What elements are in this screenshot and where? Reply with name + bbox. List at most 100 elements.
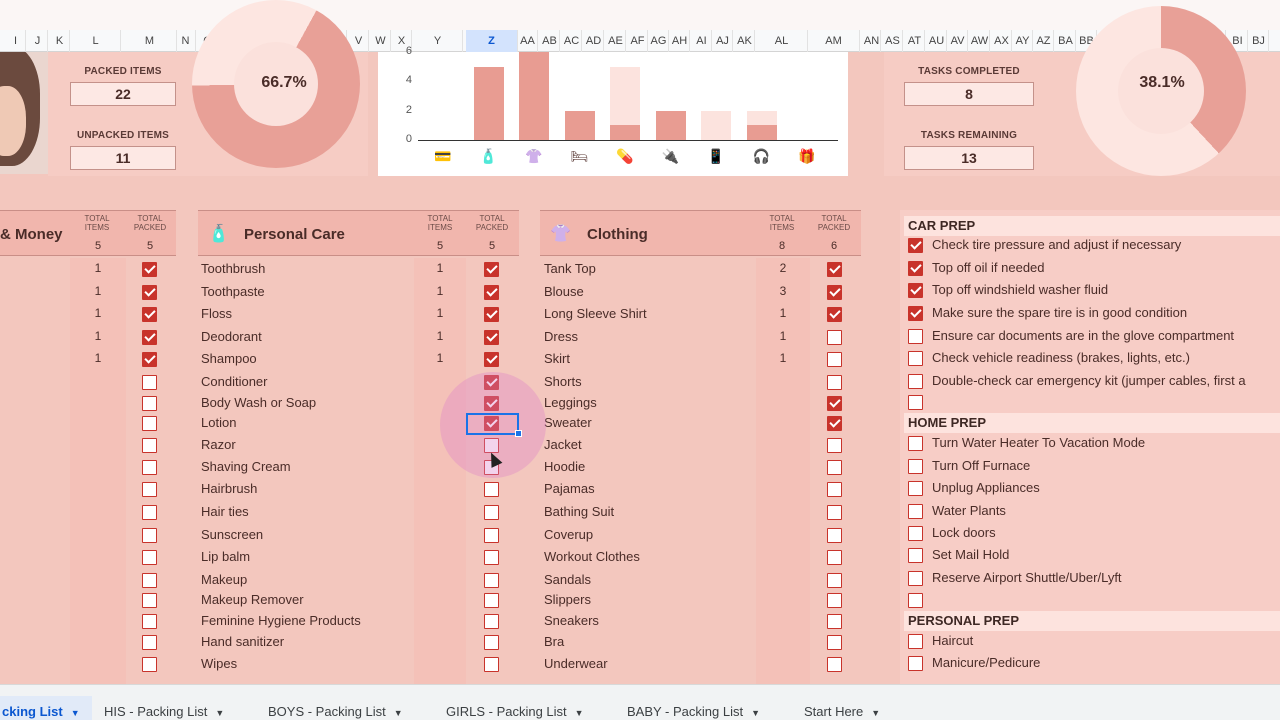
home-task-checkbox[interactable] <box>908 593 923 608</box>
column-header-AG[interactable]: AG <box>649 30 669 52</box>
pc-checkbox[interactable] <box>484 416 499 431</box>
clothing-checkbox[interactable] <box>827 528 842 543</box>
column-header-AZ[interactable]: AZ <box>1034 30 1054 52</box>
column-header-AT[interactable]: AT <box>905 30 925 52</box>
clothing-checkbox[interactable] <box>827 460 842 475</box>
column-header-AL[interactable]: AL <box>756 30 808 52</box>
pc-checkbox[interactable] <box>484 635 499 650</box>
clothing-checkbox[interactable] <box>827 635 842 650</box>
clothing-checkbox[interactable] <box>827 396 842 411</box>
sheet-tab[interactable]: GIRLS - Packing List ▼ <box>446 704 584 719</box>
money-checkbox[interactable] <box>142 657 157 672</box>
column-header-AH[interactable]: AH <box>670 30 690 52</box>
pc-checkbox[interactable] <box>484 528 499 543</box>
money-checkbox[interactable] <box>142 593 157 608</box>
personal-task-checkbox[interactable] <box>908 656 923 671</box>
pc-checkbox[interactable] <box>484 330 499 345</box>
pc-checkbox[interactable] <box>484 375 499 390</box>
money-checkbox[interactable] <box>142 460 157 475</box>
column-header-AN[interactable]: AN <box>863 30 881 52</box>
column-header-AA[interactable]: AA <box>518 30 538 52</box>
column-header-AC[interactable]: AC <box>562 30 582 52</box>
home-task-checkbox[interactable] <box>908 571 923 586</box>
clothing-checkbox[interactable] <box>827 352 842 367</box>
home-task-checkbox[interactable] <box>908 548 923 563</box>
sheet-tab[interactable]: cking List ▼ <box>2 704 80 719</box>
money-checkbox[interactable] <box>142 635 157 650</box>
money-checkbox[interactable] <box>142 505 157 520</box>
column-header-AF[interactable]: AF <box>628 30 648 52</box>
clothing-checkbox[interactable] <box>827 593 842 608</box>
home-task-checkbox[interactable] <box>908 436 923 451</box>
car-task-checkbox[interactable] <box>908 351 923 366</box>
column-header-AU[interactable]: AU <box>927 30 947 52</box>
home-task-checkbox[interactable] <box>908 459 923 474</box>
dropdown-arrow-icon[interactable]: ▼ <box>393 708 403 718</box>
column-header-AM[interactable]: AM <box>808 30 860 52</box>
sheet-tab[interactable]: BOYS - Packing List ▼ <box>268 704 403 719</box>
column-header-Y[interactable]: Y <box>413 30 463 52</box>
column-header-M[interactable]: M <box>123 30 177 52</box>
car-task-checkbox[interactable] <box>908 238 923 253</box>
pc-checkbox[interactable] <box>484 482 499 497</box>
clothing-checkbox[interactable] <box>827 262 842 277</box>
clothing-checkbox[interactable] <box>827 550 842 565</box>
pc-checkbox[interactable] <box>484 573 499 588</box>
clothing-checkbox[interactable] <box>827 657 842 672</box>
column-header-BA[interactable]: BA <box>1056 30 1076 52</box>
clothing-checkbox[interactable] <box>827 614 842 629</box>
column-header-L[interactable]: L <box>71 30 121 52</box>
clothing-checkbox[interactable] <box>827 573 842 588</box>
home-task-checkbox[interactable] <box>908 504 923 519</box>
pc-checkbox[interactable] <box>484 657 499 672</box>
dropdown-arrow-icon[interactable]: ▼ <box>871 708 881 718</box>
clothing-checkbox[interactable] <box>827 416 842 431</box>
dropdown-arrow-icon[interactable]: ▼ <box>574 708 584 718</box>
column-header-AW[interactable]: AW <box>970 30 990 52</box>
dropdown-arrow-icon[interactable]: ▼ <box>215 708 225 718</box>
pc-checkbox[interactable] <box>484 460 499 475</box>
column-header-BJ[interactable]: BJ <box>1249 30 1269 52</box>
car-task-checkbox[interactable] <box>908 261 923 276</box>
column-header-I[interactable]: I <box>6 30 26 52</box>
column-header-AS[interactable]: AS <box>883 30 903 52</box>
column-header-AY[interactable]: AY <box>1013 30 1033 52</box>
money-checkbox[interactable] <box>142 550 157 565</box>
money-checkbox[interactable] <box>142 396 157 411</box>
column-header-X[interactable]: X <box>392 30 412 52</box>
pc-checkbox[interactable] <box>484 438 499 453</box>
pc-checkbox[interactable] <box>484 614 499 629</box>
column-header-J[interactable]: J <box>28 30 48 52</box>
car-task-checkbox[interactable] <box>908 306 923 321</box>
column-header-V[interactable]: V <box>349 30 369 52</box>
pc-checkbox[interactable] <box>484 505 499 520</box>
pc-checkbox[interactable] <box>484 396 499 411</box>
pc-checkbox[interactable] <box>484 307 499 322</box>
clothing-checkbox[interactable] <box>827 505 842 520</box>
money-checkbox[interactable] <box>142 285 157 300</box>
sheet-tab[interactable]: HIS - Packing List ▼ <box>104 704 224 719</box>
clothing-checkbox[interactable] <box>827 307 842 322</box>
car-task-checkbox[interactable] <box>908 374 923 389</box>
column-header-AJ[interactable]: AJ <box>713 30 733 52</box>
money-checkbox[interactable] <box>142 330 157 345</box>
car-task-checkbox[interactable] <box>908 395 923 410</box>
column-header-K[interactable]: K <box>50 30 70 52</box>
money-checkbox[interactable] <box>142 307 157 322</box>
clothing-checkbox[interactable] <box>827 482 842 497</box>
pc-checkbox[interactable] <box>484 262 499 277</box>
money-checkbox[interactable] <box>142 375 157 390</box>
column-header-AI[interactable]: AI <box>692 30 712 52</box>
fill-handle[interactable] <box>515 430 522 437</box>
dropdown-arrow-icon[interactable]: ▼ <box>70 708 80 718</box>
home-task-checkbox[interactable] <box>908 481 923 496</box>
home-task-checkbox[interactable] <box>908 526 923 541</box>
money-checkbox[interactable] <box>142 528 157 543</box>
personal-task-checkbox[interactable] <box>908 634 923 649</box>
selected-cell[interactable] <box>466 413 519 435</box>
pc-checkbox[interactable] <box>484 352 499 367</box>
sheet-tab[interactable]: Start Here ▼ <box>804 704 880 719</box>
sheet-tab[interactable]: BABY - Packing List ▼ <box>627 704 760 719</box>
column-header-AX[interactable]: AX <box>992 30 1012 52</box>
dropdown-arrow-icon[interactable]: ▼ <box>751 708 761 718</box>
